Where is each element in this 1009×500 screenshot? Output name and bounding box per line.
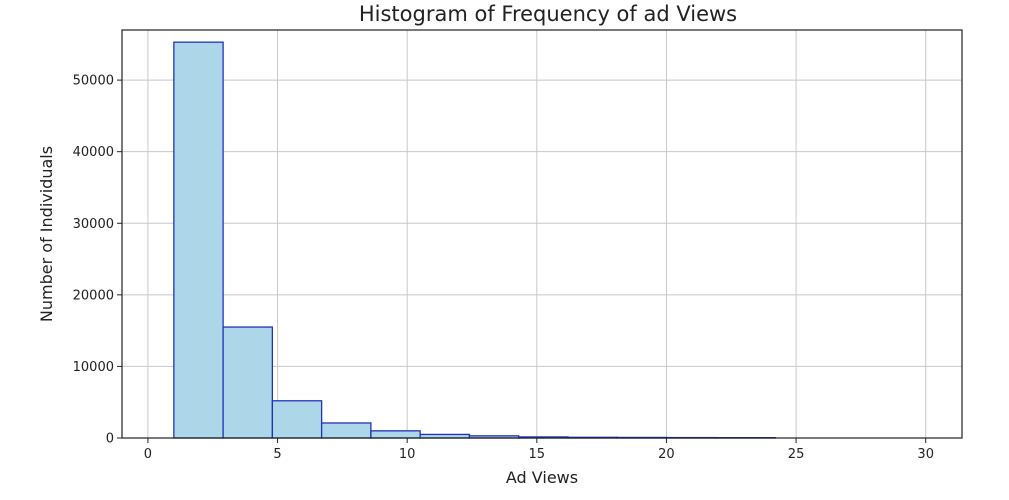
x-tick-label: 25 (788, 447, 805, 462)
x-tick-label: 20 (658, 447, 675, 462)
y-tick-label: 30000 (73, 217, 114, 232)
grid-lines (122, 30, 962, 439)
y-tick-label: 50000 (73, 74, 114, 89)
x-tick-label: 0 (144, 447, 152, 462)
y-tick-label: 40000 (73, 145, 114, 160)
x-tick-label: 5 (273, 447, 281, 462)
histogram-bar (173, 41, 224, 439)
y-tick-label: 10000 (73, 360, 114, 375)
chart-title: Histogram of Frequency of ad Views (359, 2, 737, 26)
y-tick-label: 0 (106, 432, 114, 447)
histogram-bar (320, 422, 372, 439)
axis-ticks: 0 5 10 15 20 25 30 0 10000 20000 30000 40000 50000 (73, 74, 934, 462)
x-tick-label: 15 (529, 447, 546, 462)
y-tick-label: 20000 (73, 288, 114, 303)
histogram-bar (370, 430, 421, 439)
histogram-bar (222, 326, 274, 439)
x-tick-label: 10 (399, 447, 416, 462)
plot-frame (121, 29, 963, 439)
x-axis-label: Ad Views (506, 468, 578, 487)
histogram-bar (271, 400, 323, 439)
y-axis-label: Number of Individuals (37, 146, 56, 322)
bars (173, 41, 776, 439)
x-tick-label: 30 (917, 447, 934, 462)
